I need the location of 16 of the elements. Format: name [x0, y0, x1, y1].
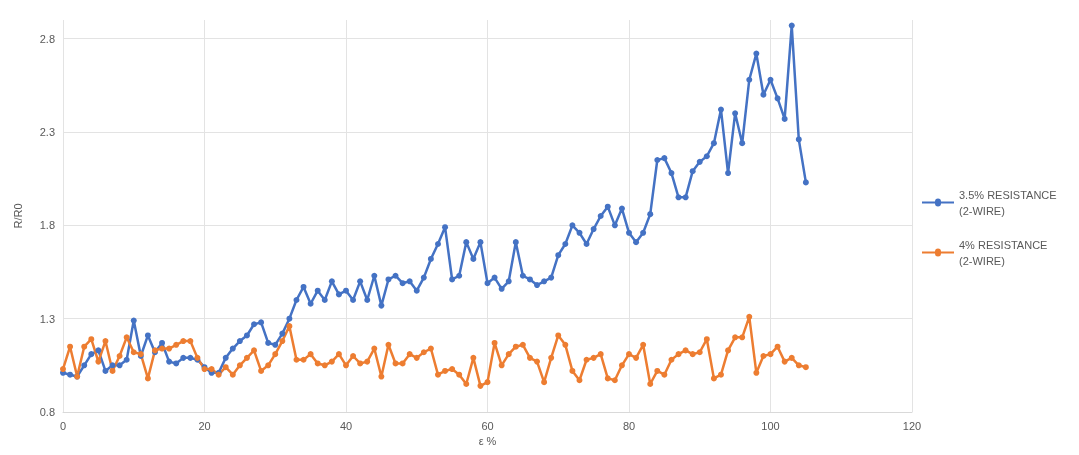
y-tick-label: 1.3: [39, 312, 55, 325]
x-tick-label: 20: [198, 419, 211, 432]
x-axis-title: ε %: [478, 435, 497, 448]
x-tick-label: 120: [902, 419, 922, 432]
x-tick-label: 40: [339, 419, 353, 432]
y-axis-title: R/R0: [11, 203, 24, 229]
y-tick-label: 2.8: [39, 32, 55, 45]
y-tick-label: 1.8: [39, 219, 55, 232]
x-tick-label: 80: [622, 419, 636, 432]
x-tick-label: 0: [59, 419, 67, 432]
x-tick-label: 60: [481, 419, 494, 432]
legend-label: 4% RESISTANCE (2-WIRE): [959, 238, 1051, 267]
y-tick-label: 2.3: [39, 126, 55, 138]
x-tick-label: 100: [761, 419, 780, 432]
y-tick-label: 0.8: [39, 406, 55, 418]
legend-label: 3.5% RESISTANCE (2-WIRE): [959, 188, 1060, 217]
